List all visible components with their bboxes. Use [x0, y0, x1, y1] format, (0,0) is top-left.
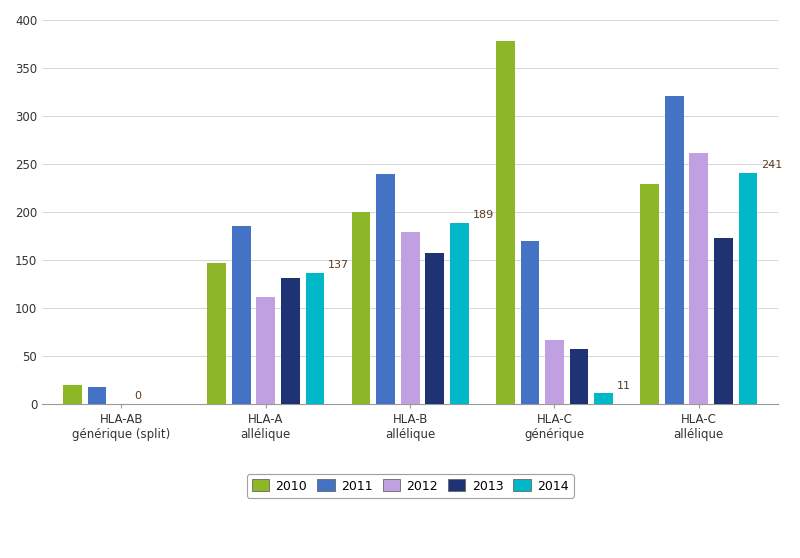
Bar	[352, 212, 370, 404]
Bar	[640, 184, 659, 404]
Bar	[376, 174, 395, 404]
Bar	[496, 41, 515, 404]
Bar	[426, 253, 444, 404]
Text: 241: 241	[761, 160, 782, 170]
Text: 137: 137	[328, 259, 349, 270]
Text: 11: 11	[617, 381, 630, 391]
Bar	[545, 340, 564, 404]
Text: 0: 0	[134, 391, 142, 401]
Bar	[281, 278, 300, 404]
Bar	[257, 296, 275, 404]
Bar	[570, 349, 589, 404]
Bar	[594, 393, 613, 404]
Bar	[401, 232, 419, 404]
Bar	[306, 272, 324, 404]
Bar	[87, 387, 106, 404]
Bar	[665, 96, 684, 404]
Bar	[450, 223, 469, 404]
Bar	[714, 238, 733, 404]
Text: 189: 189	[472, 210, 494, 220]
Bar	[207, 263, 226, 404]
Bar	[63, 385, 82, 404]
Legend: 2010, 2011, 2012, 2013, 2014: 2010, 2011, 2012, 2013, 2014	[246, 474, 574, 498]
Bar	[738, 172, 758, 404]
Bar	[690, 153, 708, 404]
Bar	[521, 241, 539, 404]
Bar	[232, 227, 250, 404]
